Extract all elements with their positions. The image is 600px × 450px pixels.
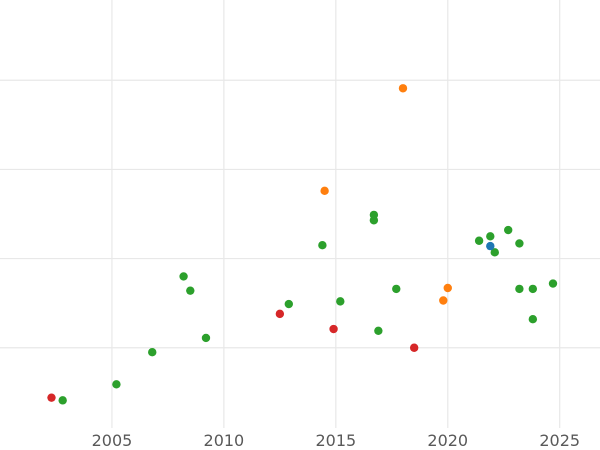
x-tick-label: 2005 xyxy=(92,431,133,450)
x-tick-label: 2025 xyxy=(539,431,580,450)
x-axis-ticks: 2005 2010 2015 2020 2025 xyxy=(92,431,580,450)
data-point xyxy=(528,284,538,294)
data-point xyxy=(409,343,419,352)
data-point xyxy=(548,279,558,288)
data-point xyxy=(201,333,211,343)
data-point xyxy=(186,286,195,295)
data-point xyxy=(284,299,294,309)
data-point xyxy=(112,380,121,389)
data-point xyxy=(474,236,484,245)
data-point xyxy=(369,216,379,225)
data-point xyxy=(515,239,524,248)
data-point xyxy=(528,315,538,324)
x-tick-label: 2010 xyxy=(204,431,245,450)
grid xyxy=(0,0,600,428)
data-point xyxy=(47,393,56,402)
data-point xyxy=(392,284,401,294)
data-point xyxy=(490,248,499,257)
data-point xyxy=(515,284,524,294)
data-points xyxy=(47,84,558,405)
data-point xyxy=(439,296,448,305)
data-point xyxy=(275,309,285,319)
data-point xyxy=(318,241,327,250)
data-point xyxy=(179,272,188,281)
x-tick-label: 2020 xyxy=(427,431,468,450)
data-point xyxy=(374,326,383,336)
data-point xyxy=(443,283,452,293)
data-point xyxy=(336,297,345,306)
data-point xyxy=(320,186,329,196)
data-point xyxy=(329,324,338,334)
data-point xyxy=(486,232,495,241)
data-point xyxy=(398,84,408,93)
data-point xyxy=(148,348,157,357)
x-tick-label: 2015 xyxy=(315,431,356,450)
data-point xyxy=(486,241,495,251)
data-point xyxy=(504,225,513,235)
data-point xyxy=(58,396,67,405)
